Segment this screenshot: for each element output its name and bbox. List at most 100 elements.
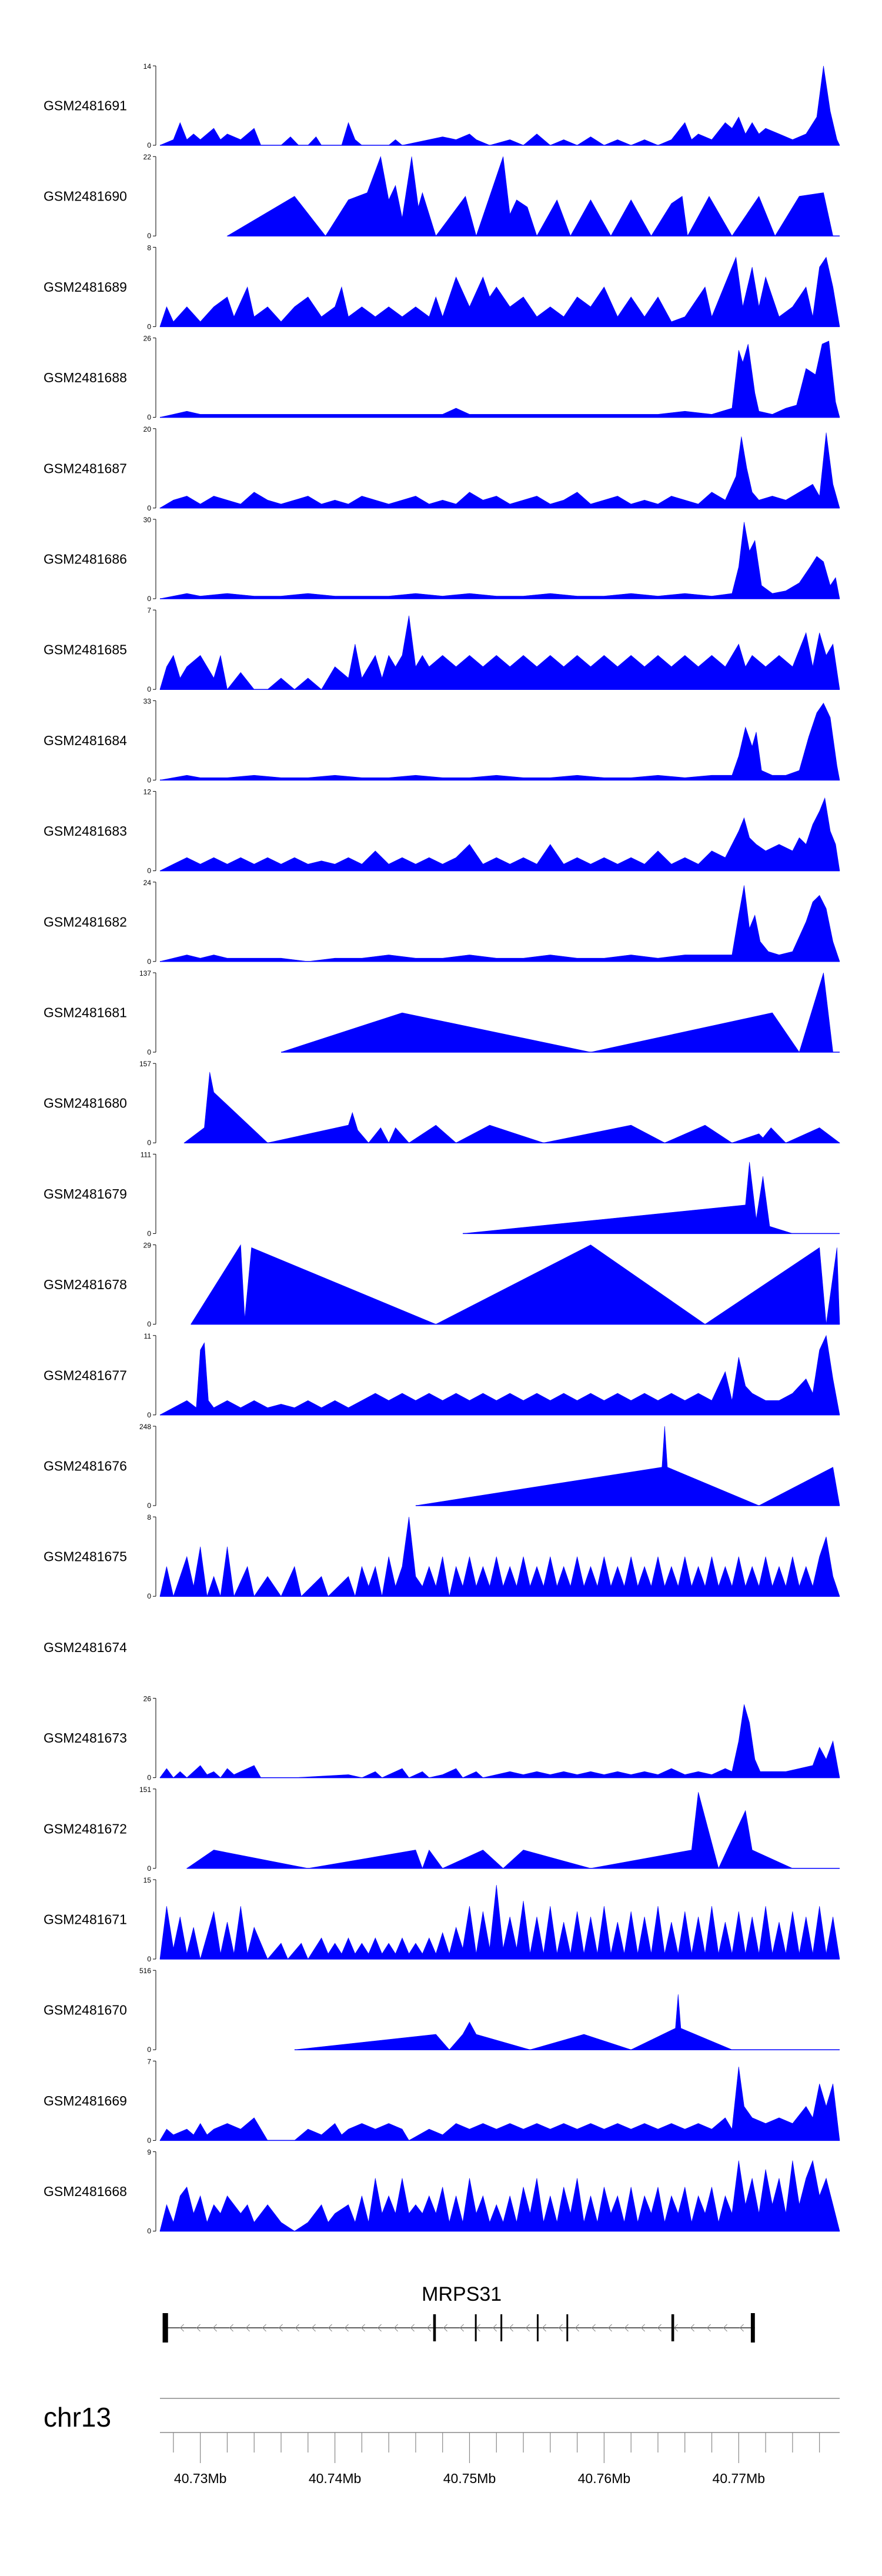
y-max-label: 33 bbox=[143, 697, 152, 705]
track-label: GSM2481677 bbox=[44, 1367, 127, 1383]
gene-exon bbox=[750, 2313, 755, 2343]
y-min-label: 0 bbox=[147, 1139, 151, 1147]
track-GSM2481673: GSM2481673 26 0 bbox=[44, 1695, 840, 1782]
coverage-tracks: GSM2481691140GSM2481690220GSM248168980GS… bbox=[44, 62, 840, 2235]
track-GSM2481679: GSM2481679 111 0 bbox=[44, 1150, 840, 1237]
y-min-label: 0 bbox=[147, 867, 151, 875]
y-max-label: 24 bbox=[143, 879, 152, 887]
y-min-label: 0 bbox=[147, 1229, 151, 1237]
track-label: GSM2481681 bbox=[44, 1005, 127, 1020]
coverage-area bbox=[159, 702, 840, 780]
y-min-label: 0 bbox=[147, 232, 151, 240]
track-label: GSM2481684 bbox=[44, 733, 127, 748]
y-max-label: 30 bbox=[143, 516, 152, 524]
coverage-area bbox=[159, 65, 840, 146]
strand-arrow bbox=[574, 2324, 579, 2332]
gene-exon bbox=[671, 2314, 674, 2341]
y-min-label: 0 bbox=[147, 776, 151, 784]
strand-arrow bbox=[262, 2324, 266, 2332]
track-GSM2481690: GSM2481690 22 0 bbox=[44, 153, 840, 240]
track-GSM2481685: GSM2481685 7 0 bbox=[44, 606, 840, 693]
y-max-label: 26 bbox=[143, 1695, 152, 1703]
y-max-label: 9 bbox=[147, 2148, 151, 2157]
track-GSM2481680: GSM2481680 157 0 bbox=[44, 1060, 840, 1147]
y-min-label: 0 bbox=[147, 957, 151, 966]
strand-arrow bbox=[344, 2324, 349, 2332]
y-max-label: 22 bbox=[143, 153, 152, 161]
y-max-label: 8 bbox=[147, 1513, 151, 1521]
strand-arrow bbox=[591, 2324, 596, 2332]
strand-arrow bbox=[607, 2324, 612, 2332]
y-min-label: 0 bbox=[147, 1774, 151, 1782]
gene-exon bbox=[162, 2313, 168, 2343]
track-GSM2481672: GSM2481672 151 0 bbox=[44, 1786, 840, 1873]
x-tick-label: 40.75Mb bbox=[443, 2471, 496, 2486]
gene-track: MRPS31 bbox=[162, 2283, 755, 2343]
x-tick-label: 40.73Mb bbox=[174, 2471, 227, 2486]
coverage-area bbox=[159, 1517, 840, 1597]
track-label: GSM2481686 bbox=[44, 552, 127, 567]
coverage-area bbox=[294, 1994, 733, 2050]
track-label: GSM2481691 bbox=[44, 98, 127, 114]
y-min-label: 0 bbox=[147, 504, 151, 512]
strand-arrow bbox=[328, 2324, 332, 2332]
track-GSM2481675: GSM2481675 8 0 bbox=[44, 1513, 840, 1600]
coverage-area bbox=[159, 885, 840, 962]
y-min-label: 0 bbox=[147, 413, 151, 422]
coverage-area bbox=[159, 341, 840, 418]
y-min-label: 0 bbox=[147, 1411, 151, 1419]
y-max-label: 248 bbox=[139, 1423, 151, 1431]
track-label: GSM2481668 bbox=[44, 2184, 127, 2199]
y-max-label: 15 bbox=[143, 1876, 152, 1884]
strand-arrow bbox=[245, 2324, 250, 2332]
strand-arrow bbox=[558, 2324, 563, 2332]
track-label: GSM2481669 bbox=[44, 2093, 127, 2108]
y-min-label: 0 bbox=[147, 1864, 151, 1873]
strand-arrow bbox=[179, 2324, 184, 2332]
track-label: GSM2481672 bbox=[44, 1821, 127, 1836]
track-GSM2481682: GSM2481682 24 0 bbox=[44, 879, 840, 966]
y-max-label: 12 bbox=[143, 788, 152, 796]
y-max-label: 151 bbox=[139, 1786, 151, 1794]
y-max-label: 7 bbox=[147, 606, 151, 615]
strand-arrow bbox=[295, 2324, 299, 2332]
y-min-label: 0 bbox=[147, 322, 151, 331]
coverage-area bbox=[159, 2160, 840, 2231]
track-label: GSM2481688 bbox=[44, 370, 127, 385]
track-GSM2481671: GSM2481671 15 0 bbox=[44, 1876, 840, 1963]
y-min-label: 0 bbox=[147, 2136, 151, 2144]
strand-arrow bbox=[377, 2324, 382, 2332]
strand-arrow bbox=[311, 2324, 316, 2332]
y-max-label: 14 bbox=[143, 62, 152, 71]
track-label: GSM2481678 bbox=[44, 1277, 127, 1292]
track-label: GSM2481690 bbox=[44, 189, 127, 204]
track-GSM2481683: GSM2481683 12 0 bbox=[44, 788, 840, 875]
track-label: GSM2481687 bbox=[44, 461, 127, 476]
track-GSM2481677: GSM2481677 11 0 bbox=[44, 1332, 840, 1419]
track-GSM2481684: GSM2481684 33 0 bbox=[44, 697, 840, 784]
track-label: GSM2481675 bbox=[44, 1549, 127, 1564]
gene-exon bbox=[566, 2314, 569, 2341]
strand-arrow bbox=[459, 2324, 464, 2332]
y-min-label: 0 bbox=[147, 595, 151, 603]
coverage-area bbox=[159, 1334, 840, 1416]
y-max-label: 157 bbox=[139, 1060, 151, 1068]
y-min-label: 0 bbox=[147, 685, 151, 693]
strand-arrow bbox=[723, 2324, 727, 2332]
strand-arrow bbox=[426, 2324, 431, 2332]
strand-arrow bbox=[525, 2324, 530, 2332]
y-min-label: 0 bbox=[147, 2046, 151, 2054]
coverage-area bbox=[226, 156, 833, 237]
track-GSM2481686: GSM2481686 30 0 bbox=[44, 516, 840, 603]
coverage-area bbox=[159, 797, 840, 871]
chromosome-label: chr13 bbox=[44, 2402, 111, 2432]
y-max-label: 516 bbox=[139, 1967, 151, 1975]
y-min-label: 0 bbox=[147, 1048, 151, 1056]
coverage-area bbox=[415, 1426, 840, 1506]
strand-arrow bbox=[690, 2324, 694, 2332]
y-min-label: 0 bbox=[147, 1320, 151, 1329]
coverage-area bbox=[186, 1792, 793, 1869]
y-min-label: 0 bbox=[147, 2227, 151, 2235]
gene-exon bbox=[536, 2314, 539, 2341]
